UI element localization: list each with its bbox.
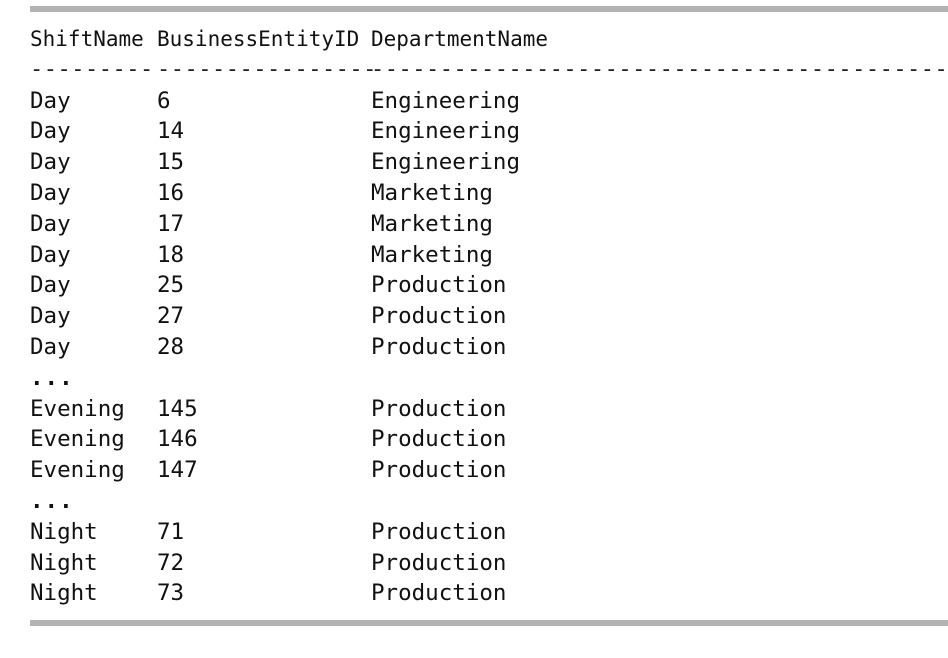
cell-departmentname: Production: [371, 457, 507, 484]
cell-departmentname: Production: [371, 303, 507, 330]
cell-shiftname: Day: [30, 241, 71, 268]
table-row: Day 17 Marketing: [30, 209, 948, 240]
cell-departmentname: Engineering: [371, 87, 521, 114]
cell-shiftname: Evening: [30, 395, 125, 422]
top-rule: [30, 6, 948, 12]
cell-shiftname: Evening: [30, 426, 125, 453]
ellipsis-row: ...: [30, 363, 948, 394]
table-row: Day 15 Engineering: [30, 147, 948, 178]
column-header-row: ShiftName BusinessEntityID DepartmentNam…: [30, 24, 948, 55]
cell-businessentityid: 28: [157, 333, 185, 360]
cell-shiftname: Night: [30, 549, 98, 576]
cell-shiftname: Day: [30, 303, 71, 330]
cell-shiftname: Day: [30, 210, 71, 237]
cell-businessentityid: 14: [157, 118, 185, 145]
column-header-departmentname: DepartmentName: [371, 27, 549, 51]
separator-departmentname: ----------------------------------------…: [371, 56, 948, 82]
cell-shiftname: Day: [30, 179, 71, 206]
ellipsis: ...: [30, 487, 74, 514]
cell-businessentityid: 18: [157, 241, 185, 268]
result-rows: Day 6 Engineering Day 14 Engineering Day 15 Engi…: [30, 86, 948, 610]
table-row: Evening 147 Production: [30, 455, 948, 486]
cell-businessentityid: 73: [157, 580, 185, 607]
cell-businessentityid: 16: [157, 179, 185, 206]
table-row: Day 28 Production: [30, 332, 948, 363]
ellipsis: ...: [30, 364, 74, 391]
table-row: Evening 146 Production: [30, 424, 948, 455]
table-row: Day 14 Engineering: [30, 116, 948, 147]
table-row: Day 27 Production: [30, 301, 948, 332]
cell-departmentname: Marketing: [371, 241, 493, 268]
table-row: Night 71 Production: [30, 517, 948, 548]
cell-businessentityid: 72: [157, 549, 185, 576]
cell-departmentname: Production: [371, 272, 507, 299]
cell-departmentname: Production: [371, 518, 507, 545]
cell-businessentityid: 15: [157, 149, 185, 176]
table-row: Day 16 Marketing: [30, 178, 948, 209]
result-set: ShiftName BusinessEntityID DepartmentNam…: [30, 24, 948, 609]
cell-departmentname: Marketing: [371, 210, 493, 237]
table-row: Evening 145 Production: [30, 394, 948, 425]
cell-businessentityid: 145: [157, 395, 198, 422]
table-row: Night 73 Production: [30, 578, 948, 609]
separator-shiftname: ---------: [30, 56, 154, 82]
table-row: Day 18 Marketing: [30, 240, 948, 271]
column-header-shiftname: ShiftName: [30, 27, 144, 51]
cell-businessentityid: 17: [157, 210, 185, 237]
cell-businessentityid: 6: [157, 87, 171, 114]
table-row: Day 6 Engineering: [30, 86, 948, 117]
cell-businessentityid: 71: [157, 518, 185, 545]
cell-businessentityid: 147: [157, 457, 198, 484]
cell-departmentname: Production: [371, 580, 507, 607]
cell-departmentname: Production: [371, 333, 507, 360]
cell-shiftname: Day: [30, 333, 71, 360]
cell-shiftname: Day: [30, 118, 71, 145]
cell-businessentityid: 27: [157, 303, 185, 330]
cell-shiftname: Night: [30, 518, 98, 545]
bottom-rule: [30, 620, 948, 626]
cell-departmentname: Production: [371, 549, 507, 576]
cell-departmentname: Production: [371, 395, 507, 422]
cell-shiftname: Evening: [30, 457, 125, 484]
cell-businessentityid: 146: [157, 426, 198, 453]
table-row: Night 72 Production: [30, 548, 948, 579]
cell-shiftname: Day: [30, 87, 71, 114]
separator-row: --------- ---------------- -------------…: [30, 55, 948, 86]
cell-shiftname: Night: [30, 580, 98, 607]
cell-departmentname: Marketing: [371, 179, 493, 206]
separator-businessentityid: ----------------: [157, 56, 377, 82]
ellipsis-row: ...: [30, 486, 948, 517]
cell-shiftname: Day: [30, 272, 71, 299]
table-row: Day 25 Production: [30, 270, 948, 301]
cell-departmentname: Production: [371, 426, 507, 453]
column-header-businessentityid: BusinessEntityID: [157, 27, 360, 51]
cell-businessentityid: 25: [157, 272, 185, 299]
cell-departmentname: Engineering: [371, 118, 521, 145]
cell-departmentname: Engineering: [371, 149, 521, 176]
cell-shiftname: Day: [30, 149, 71, 176]
